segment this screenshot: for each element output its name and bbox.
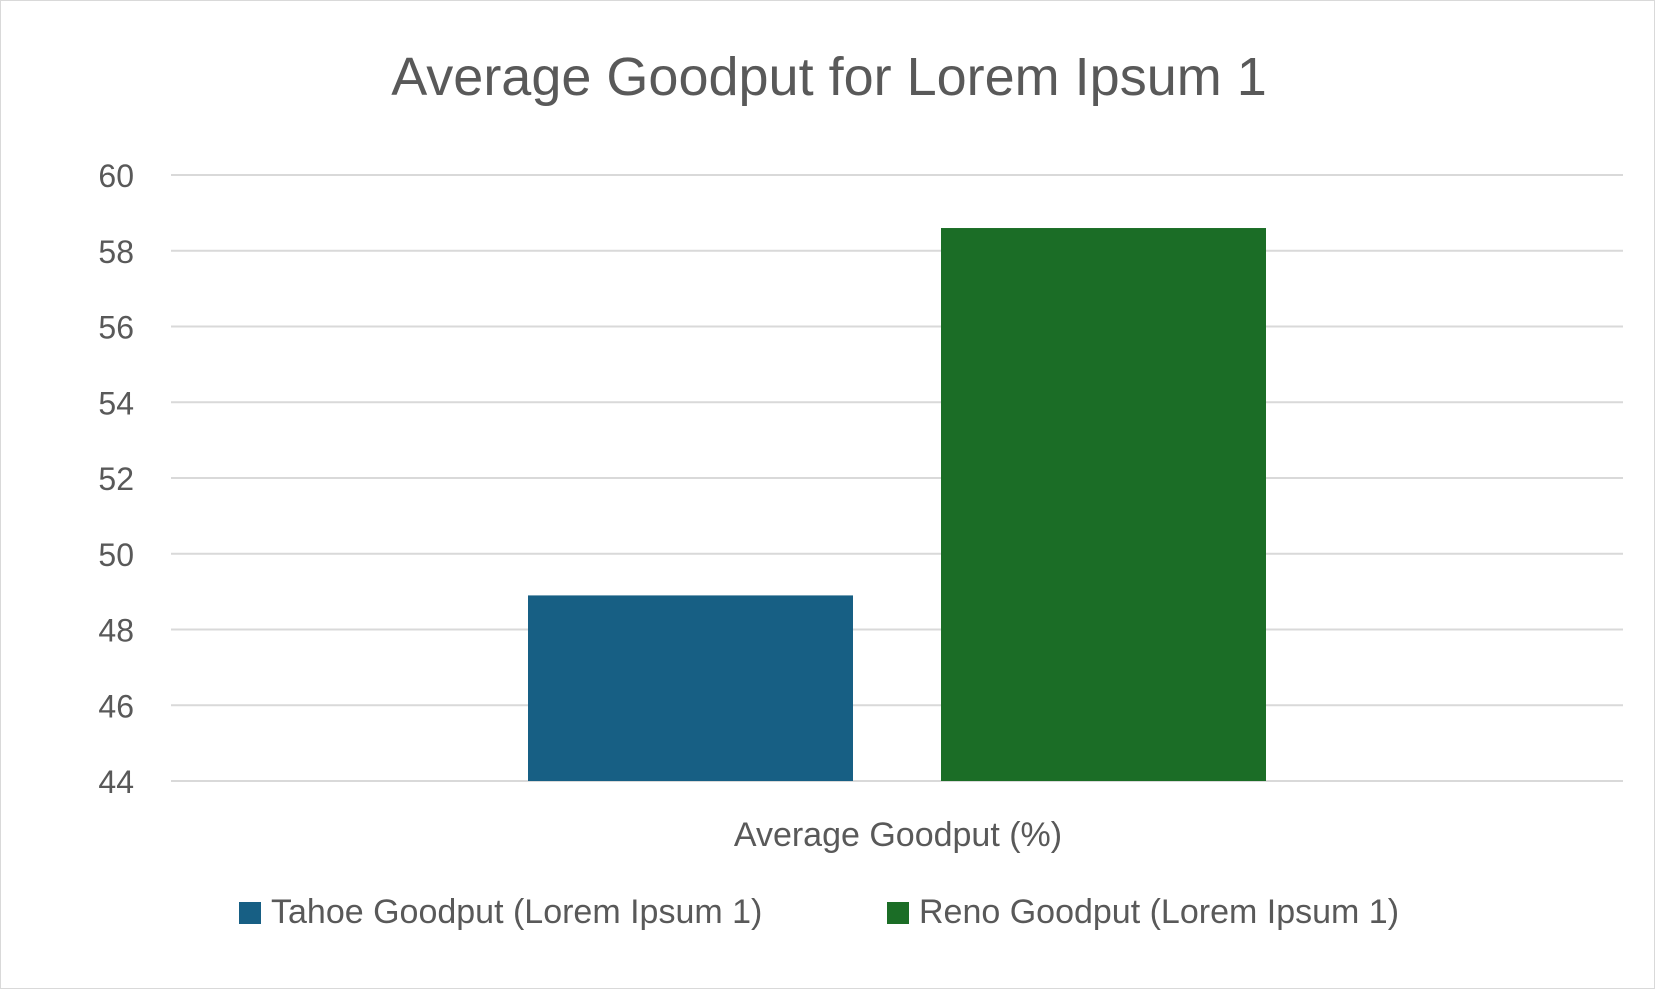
legend-label: Tahoe Goodput (Lorem Ipsum 1): [271, 893, 762, 931]
y-tick-label: 48: [98, 613, 134, 649]
bar-reno: [941, 228, 1266, 781]
y-tick-label: 50: [98, 537, 134, 573]
y-tick-label: 46: [98, 688, 134, 724]
y-tick-label: 54: [98, 385, 134, 421]
y-tick-label: 56: [98, 310, 134, 346]
y-axis-tick-labels: 44 46 48 50 52 54 56 58 60: [98, 158, 134, 800]
bars: [528, 228, 1266, 781]
legend-swatch: [239, 902, 261, 924]
chart-title: Average Goodput for Lorem Ipsum 1: [391, 47, 1267, 107]
gridlines: [171, 174, 1623, 782]
x-axis-title: Average Goodput (%): [734, 816, 1062, 854]
legend-label: Reno Goodput (Lorem Ipsum 1): [919, 893, 1399, 931]
y-tick-label: 52: [98, 461, 134, 497]
y-tick-label: 44: [98, 764, 134, 800]
y-tick-label: 60: [98, 158, 134, 194]
legend-swatch: [887, 902, 909, 924]
legend: Tahoe Goodput (Lorem Ipsum 1) Reno Goodpu…: [239, 893, 1399, 931]
y-tick-label: 58: [98, 234, 134, 270]
bar-tahoe: [528, 595, 853, 781]
